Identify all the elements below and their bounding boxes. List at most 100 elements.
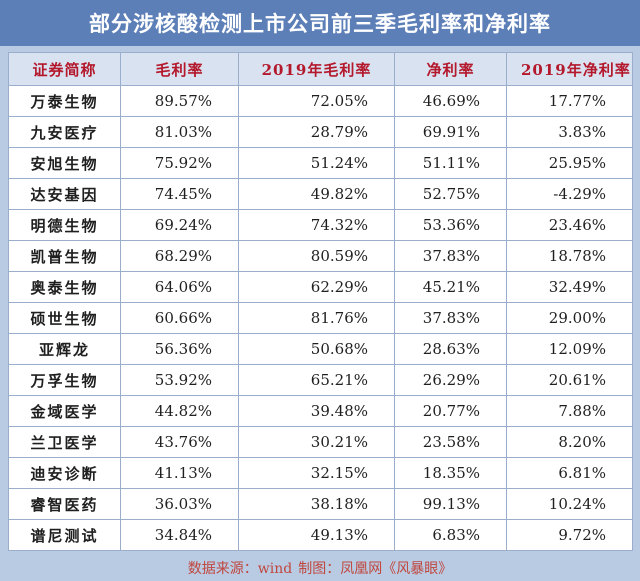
company-name-cell: 金域医学 [8,395,121,427]
value-cell: 38.18% [238,488,395,520]
data-source-text: 数据来源：wind [187,560,293,577]
value-cell: 20.61% [506,364,633,396]
value-cell: 74.45% [120,178,239,210]
table-row: 九安医疗 81.03% 28.79% 69.91% 3.83% [8,116,633,148]
table-row: 金域医学 44.82% 39.48% 20.77% 7.88% [8,395,633,427]
value-cell: 49.82% [238,178,395,210]
table-row: 达安基因 74.45% 49.82% 52.75% -4.29% [8,178,633,210]
value-cell: 65.21% [238,364,395,396]
value-cell: -4.29% [506,178,633,210]
value-cell: 18.78% [506,240,633,272]
value-cell: 69.91% [394,116,507,148]
table-row: 迪安诊断 41.13% 32.15% 18.35% 6.81% [8,457,633,489]
value-cell: 72.05% [238,85,395,117]
value-cell: 26.29% [394,364,507,396]
value-cell: 49.13% [238,519,395,551]
value-cell: 45.21% [394,271,507,303]
chart-credit-text: 制图：凤凰网《风暴眼》 [298,560,453,577]
value-cell: 80.59% [238,240,395,272]
company-name-cell: 万泰生物 [8,85,121,117]
value-cell: 37.83% [394,302,507,334]
value-cell: 17.77% [506,85,633,117]
value-cell: 81.03% [120,116,239,148]
company-name-cell: 凯普生物 [8,240,121,272]
value-cell: 43.76% [120,426,239,458]
value-cell: 23.58% [394,426,507,458]
column-header-net-margin-2019: 2019年净利率 [506,52,633,86]
table-row: 硕世生物 60.66% 81.76% 37.83% 29.00% [8,302,633,334]
company-name-cell: 明德生物 [8,209,121,241]
value-cell: 50.68% [238,333,395,365]
company-name-cell: 达安基因 [8,178,121,210]
company-name-cell: 九安医疗 [8,116,121,148]
value-cell: 99.13% [394,488,507,520]
value-cell: 20.77% [394,395,507,427]
value-cell: 36.03% [120,488,239,520]
value-cell: 60.66% [120,302,239,334]
value-cell: 23.46% [506,209,633,241]
company-name-cell: 硕世生物 [8,302,121,334]
company-name-cell: 迪安诊断 [8,457,121,489]
company-name-cell: 睿智医药 [8,488,121,520]
value-cell: 51.24% [238,147,395,179]
value-cell: 51.11% [394,147,507,179]
value-cell: 64.06% [120,271,239,303]
value-cell: 44.82% [120,395,239,427]
column-header-gross-margin-2019: 2019年毛利率 [238,52,395,86]
table-row: 睿智医药 36.03% 38.18% 99.13% 10.24% [8,488,633,520]
table-row: 凯普生物 68.29% 80.59% 37.83% 18.78% [8,240,633,272]
table-row: 明德生物 69.24% 74.32% 53.36% 23.46% [8,209,633,241]
value-cell: 53.36% [394,209,507,241]
company-name-cell: 安旭生物 [8,147,121,179]
column-header-name: 证券简称 [8,52,121,86]
footer-note: 数据来源：wind 制图：凤凰网《风暴眼》 [0,554,640,581]
value-cell: 29.00% [506,302,633,334]
value-cell: 32.15% [238,457,395,489]
value-cell: 74.32% [238,209,395,241]
company-name-cell: 兰卫医学 [8,426,121,458]
table-row: 安旭生物 75.92% 51.24% 51.11% 25.95% [8,147,633,179]
company-name-cell: 谱尼测试 [8,519,121,551]
company-name-cell: 万孚生物 [8,364,121,396]
value-cell: 28.63% [394,333,507,365]
value-cell: 6.81% [506,457,633,489]
margin-table: 证券简称 毛利率 2019年毛利率 净利率 2019年净利率 万泰生物 89.57… [8,52,633,551]
value-cell: 53.92% [120,364,239,396]
value-cell: 30.21% [238,426,395,458]
value-cell: 10.24% [506,488,633,520]
value-cell: 6.83% [394,519,507,551]
value-cell: 37.83% [394,240,507,272]
table-row: 奥泰生物 64.06% 62.29% 45.21% 32.49% [8,271,633,303]
value-cell: 75.92% [120,147,239,179]
value-cell: 68.29% [120,240,239,272]
value-cell: 69.24% [120,209,239,241]
column-header-net-margin: 净利率 [394,52,507,86]
table-row: 谱尼测试 34.84% 49.13% 6.83% 9.72% [8,519,633,551]
value-cell: 32.49% [506,271,633,303]
value-cell: 34.84% [120,519,239,551]
page-title: 部分涉核酸检测上市公司前三季毛利率和净利率 [0,0,640,46]
table-header-row: 证券简称 毛利率 2019年毛利率 净利率 2019年净利率 [8,52,633,86]
value-cell: 25.95% [506,147,633,179]
value-cell: 8.20% [506,426,633,458]
value-cell: 89.57% [120,85,239,117]
company-name-cell: 亚辉龙 [8,333,121,365]
value-cell: 7.88% [506,395,633,427]
value-cell: 56.36% [120,333,239,365]
table-row: 万泰生物 89.57% 72.05% 46.69% 17.77% [8,85,633,117]
value-cell: 81.76% [238,302,395,334]
value-cell: 9.72% [506,519,633,551]
table-row: 亚辉龙 56.36% 50.68% 28.63% 12.09% [8,333,633,365]
value-cell: 3.83% [506,116,633,148]
value-cell: 41.13% [120,457,239,489]
value-cell: 28.79% [238,116,395,148]
value-cell: 12.09% [506,333,633,365]
value-cell: 18.35% [394,457,507,489]
value-cell: 52.75% [394,178,507,210]
company-name-cell: 奥泰生物 [8,271,121,303]
table-row: 兰卫医学 43.76% 30.21% 23.58% 8.20% [8,426,633,458]
table-body: 万泰生物 89.57% 72.05% 46.69% 17.77% 九安医疗 81.03% 28… [8,85,633,551]
table-row: 万孚生物 53.92% 65.21% 26.29% 20.61% [8,364,633,396]
value-cell: 46.69% [394,85,507,117]
value-cell: 39.48% [238,395,395,427]
